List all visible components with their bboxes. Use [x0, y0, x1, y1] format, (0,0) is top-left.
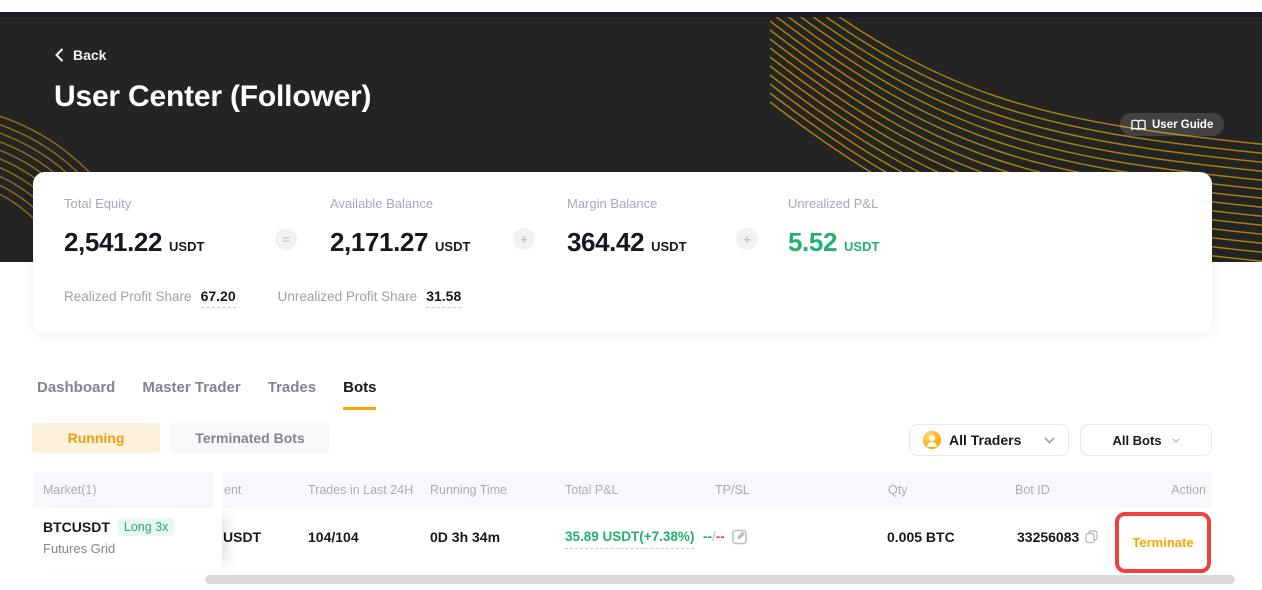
stat-currency: USDT: [651, 239, 687, 254]
stat-margin-balance: Margin Balance 364.42 USDT: [567, 196, 687, 258]
strategy-label: Futures Grid: [43, 541, 116, 556]
equals-operator: =: [275, 228, 297, 250]
user-guide-button[interactable]: User Guide: [1120, 113, 1225, 136]
stat-currency: USDT: [435, 239, 471, 254]
stat-available-balance: Available Balance 2,171.27 USDT: [330, 196, 470, 258]
profit-share-row: Realized Profit Share 67.20 Unrealized P…: [64, 288, 462, 308]
bot-id-cell: 33256083: [1017, 529, 1098, 545]
stat-unrealized-pnl: Unrealized P&L 5.52 USDT: [788, 196, 879, 258]
stat-value: 5.52: [788, 227, 838, 257]
tab-dashboard[interactable]: Dashboard: [37, 379, 116, 396]
running-filter-button[interactable]: Running: [32, 423, 160, 453]
stat-currency: USDT: [844, 239, 880, 254]
col-action: Action: [1171, 483, 1206, 497]
bot-id-value: 33256083: [1017, 529, 1080, 545]
tab-trades[interactable]: Trades: [267, 379, 317, 396]
unrealized-profit-share-label: Unrealized Profit Share: [277, 289, 418, 304]
chevron-left-icon: [55, 48, 64, 62]
terminate-button[interactable]: Terminate: [1119, 516, 1207, 569]
stat-label: Total Equity: [64, 196, 132, 211]
all-bots-select[interactable]: All Bots: [1080, 424, 1212, 456]
stat-value: 2,171.27: [330, 227, 429, 257]
trades-24h-cell: 104/104: [308, 529, 359, 545]
chevron-down-icon: [1171, 437, 1180, 443]
stat-currency: USDT: [169, 239, 205, 254]
book-icon: [1131, 119, 1146, 130]
bots-table-header: Market(1) ent Trades in Last 24H Running…: [33, 472, 1212, 508]
equity-summary-card: Total Equity 2,541.22 USDT = Available B…: [33, 172, 1212, 333]
stat-label: Margin Balance: [567, 196, 658, 211]
tab-bots[interactable]: Bots: [343, 379, 377, 410]
section-tabs: Dashboard Master Trader Trades Bots: [37, 379, 377, 410]
stat-label: Available Balance: [330, 196, 434, 211]
horizontal-scrollbar[interactable]: [205, 575, 1235, 584]
col-investment-partial: ent: [224, 483, 242, 497]
total-pnl-cell[interactable]: 35.89 USDT(+7.38%): [565, 529, 695, 549]
stat-value: 2,541.22: [64, 227, 163, 257]
market-symbol[interactable]: BTCUSDT: [43, 519, 110, 535]
tpsl-divider: /: [712, 529, 716, 544]
col-trades-24h: Trades in Last 24H: [308, 483, 414, 497]
all-bots-label: All Bots: [1112, 432, 1162, 448]
tab-master-trader[interactable]: Master Trader: [142, 379, 241, 396]
trader-avatar-icon: [923, 431, 941, 449]
market-cell: BTCUSDT Long 3x Futures Grid: [33, 508, 222, 570]
copy-icon[interactable]: [1085, 530, 1098, 544]
back-label: Back: [73, 47, 107, 63]
all-traders-label: All Traders: [949, 432, 1022, 448]
realized-profit-share-value[interactable]: 67.20: [200, 288, 236, 308]
tp-value: --: [703, 529, 712, 544]
back-button[interactable]: Back: [55, 47, 106, 63]
col-market: Market(1): [43, 483, 97, 497]
qty-cell: 0.005 BTC: [887, 529, 955, 545]
stat-value: 364.42: [567, 227, 645, 257]
user-guide-label: User Guide: [1152, 118, 1214, 131]
col-bot-id: Bot ID: [1015, 483, 1050, 497]
plus-operator: +: [513, 228, 535, 250]
leverage-badge: Long 3x: [117, 518, 175, 536]
stat-total-equity: Total Equity 2,541.22 USDT: [64, 196, 204, 258]
col-total-pnl: Total P&L: [565, 483, 619, 497]
bot-table-row: BTCUSDT Long 3x Futures Grid USDT 104/10…: [33, 508, 1212, 573]
page-title: User Center (Follower): [54, 80, 372, 113]
col-running-time: Running Time: [430, 483, 508, 497]
realized-profit-share-label: Realized Profit Share: [64, 289, 192, 304]
col-qty: Qty: [888, 483, 908, 497]
tpsl-cell: --/--: [703, 528, 749, 545]
sticky-column-edge: [213, 472, 223, 508]
plus-operator: +: [736, 228, 758, 250]
unrealized-profit-share-value[interactable]: 31.58: [426, 288, 462, 308]
chevron-down-icon: [1044, 436, 1055, 444]
edit-icon[interactable]: [732, 528, 749, 545]
running-time-cell: 0D 3h 34m: [430, 529, 501, 545]
all-traders-select[interactable]: All Traders: [909, 424, 1069, 456]
investment-cell-partial: USDT: [223, 529, 262, 545]
stat-label: Unrealized P&L: [788, 196, 879, 211]
col-tpsl: TP/SL: [715, 483, 750, 497]
sl-value: --: [715, 529, 725, 544]
terminated-bots-filter-button[interactable]: Terminated Bots: [170, 423, 330, 453]
